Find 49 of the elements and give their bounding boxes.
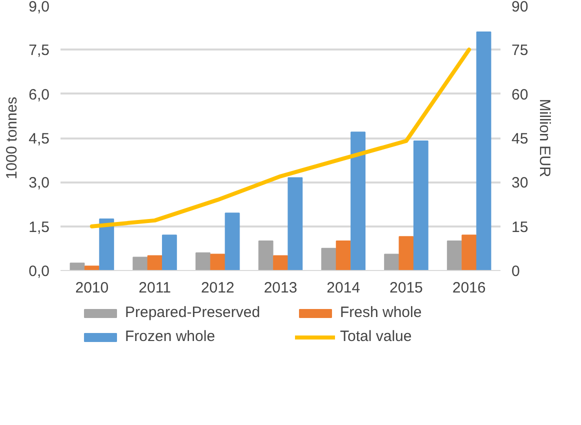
bar — [446, 240, 462, 270]
y2-tick-label: 90 — [512, 0, 528, 16]
bar — [288, 177, 303, 270]
bar — [476, 32, 492, 270]
x-tick-label: 2013 — [264, 280, 298, 296]
bar — [132, 256, 148, 270]
x-tick-label: 2014 — [326, 280, 360, 296]
y-tick-label: 6,0 — [28, 86, 50, 104]
bar — [258, 240, 274, 270]
bar — [413, 140, 428, 270]
y-tick-label: 0,0 — [28, 263, 50, 280]
y2-tick-label: 30 — [512, 174, 528, 192]
y-tick-label: 1,5 — [28, 218, 50, 236]
x-tick-label: 2015 — [390, 280, 423, 296]
x-tick-label: 2012 — [200, 280, 234, 296]
x-tick-label: 2010 — [75, 280, 109, 296]
x-tick-label: 2011 — [138, 280, 171, 296]
bar — [224, 212, 240, 270]
bar — [321, 248, 336, 270]
bar — [350, 132, 366, 270]
legend-label: Total value — [340, 328, 413, 345]
y-tick-label: 4,5 — [28, 130, 50, 148]
legend-label: Fresh whole — [340, 304, 423, 321]
legend-label: Frozen whole — [125, 328, 216, 345]
y-axis-title: 1000 tonnes — [4, 96, 21, 180]
y-tick-label: 9,0 — [28, 0, 50, 16]
bar — [398, 236, 414, 270]
bar — [196, 252, 210, 270]
y-tick-label: 3,0 — [28, 174, 50, 192]
x-tick-label: 2016 — [452, 280, 486, 296]
legend-label: Prepared-Preserved — [125, 304, 262, 321]
bar — [273, 255, 288, 270]
y-tick-label: 7,5 — [28, 42, 50, 60]
bar — [162, 234, 177, 270]
bar — [99, 218, 114, 270]
y2-tick-label: 15 — [512, 218, 528, 236]
y2-tick-label: 0 — [512, 263, 520, 280]
bar — [84, 266, 100, 270]
y2-axis-title: Million EUR — [536, 98, 554, 178]
bar — [147, 255, 162, 270]
line-series — [90, 48, 472, 228]
y2-tick-label: 60 — [512, 86, 528, 104]
y2-tick-label: 75 — [512, 42, 528, 60]
bar — [462, 234, 477, 270]
bar — [70, 262, 85, 270]
y2-tick-label: 45 — [512, 130, 528, 148]
bar — [384, 254, 400, 270]
bar — [210, 254, 226, 270]
bar — [336, 240, 351, 270]
